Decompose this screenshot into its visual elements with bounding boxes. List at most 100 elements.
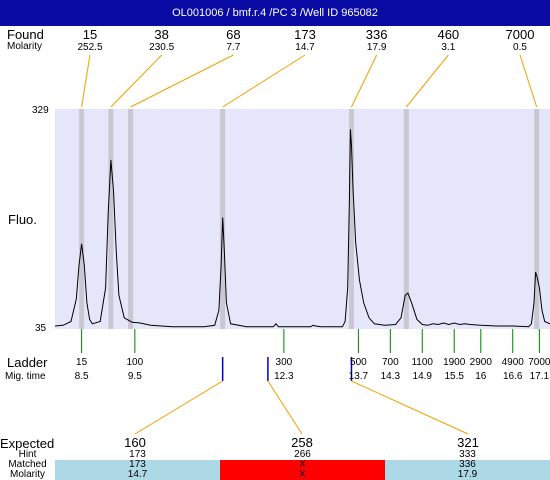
hint-value: 266 [294, 449, 311, 460]
ladder-size: 700 [381, 357, 399, 368]
ladder-time: 16.6 [503, 371, 523, 382]
expected-size: 321 [457, 435, 479, 450]
ladder-time: 14.9 [412, 371, 432, 382]
found-size: 15 [82, 27, 98, 42]
ladder-time: 17.1 [529, 371, 550, 382]
found-size: 460 [437, 27, 460, 42]
ladder-size: 15 [76, 357, 88, 368]
window-title: OL001006 / bmf.r.4 /PC 3 /Well ID 965082 [0, 0, 550, 26]
found-column: 7000 0.5 [506, 28, 535, 54]
fluo-axis-label: Fluo. [8, 212, 37, 227]
found-molarity: 7.7 [226, 42, 241, 53]
found-band [403, 109, 409, 329]
found-size: 336 [365, 27, 388, 42]
found-molarity: 230.5 [149, 42, 175, 53]
hint-row: 173 266 333 [55, 450, 550, 460]
matched-cell: X [220, 460, 385, 480]
found-connector [222, 54, 306, 108]
molarity-value: X [299, 469, 306, 480]
found-connector [110, 54, 163, 108]
found-size: 7000 [505, 27, 535, 42]
ladder-size: 2900 [469, 357, 492, 368]
molarity-bottom-label: Molarity [9, 469, 45, 480]
ladder-item: 500 13.7 [349, 356, 368, 384]
ladder-item: 100 9.5 [126, 356, 143, 384]
ladder-time: 16 [475, 371, 487, 382]
found-column: 173 14.7 [294, 28, 316, 54]
expected-label: Expected [0, 436, 55, 451]
hint-value: 333 [459, 449, 476, 460]
ladder-time: 15.5 [444, 371, 464, 382]
found-band [128, 109, 134, 329]
mig-time-label: Mig. time [5, 371, 46, 382]
found-column: 38 230.5 [149, 28, 174, 54]
ladder-item: 1900 15.5 [443, 356, 465, 384]
matched-cell: 173 [55, 460, 220, 480]
ladder-item: 1100 14.9 [411, 356, 433, 384]
hint-value: 173 [129, 449, 146, 460]
found-column: 15 252.5 [77, 28, 102, 54]
ladder-time: 9.5 [127, 371, 142, 382]
ladder-time: 13.7 [348, 371, 369, 382]
found-band [348, 109, 354, 329]
ladder-label: Ladder [7, 355, 48, 370]
ladder-item: 700 14.3 [381, 356, 400, 384]
molarity-row: 14.7 X 17.9 [55, 470, 550, 480]
ladder-size: 1100 [411, 357, 434, 368]
molarity-label: Molarity [7, 41, 43, 52]
matched-value: X [299, 459, 306, 470]
y-tick-min: 35 [35, 323, 47, 334]
matched-value: 336 [459, 459, 476, 470]
expected-connector [351, 380, 469, 435]
matched-value: 173 [129, 459, 146, 470]
found-connector [351, 54, 378, 108]
y-tick-max: 329 [32, 105, 49, 116]
found-connector [405, 54, 449, 108]
found-column: 460 3.1 [437, 28, 459, 54]
found-connector [130, 54, 234, 108]
expected-size: 160 [124, 435, 146, 450]
found-molarity: 17.9 [366, 42, 387, 53]
matched-cell: 336 [385, 460, 550, 480]
molarity-value: 14.7 [127, 469, 148, 480]
ladder-item: 2900 16 [470, 356, 492, 384]
ladder-size: 500 [350, 357, 367, 368]
found-column: 68 7.7 [226, 28, 240, 54]
expected-size: 258 [291, 435, 313, 450]
found-band [108, 109, 114, 329]
found-molarity: 14.7 [295, 42, 315, 53]
ladder-size: 100 [126, 357, 144, 368]
matched-row: 173 X 336 [55, 460, 550, 480]
molarity-value: 17.9 [457, 469, 478, 480]
hint-label: Hint [18, 449, 37, 460]
ladder-size: 1900 [443, 357, 466, 368]
matched-label: Matched [8, 459, 47, 470]
found-size: 38 [154, 27, 169, 42]
found-size: 173 [294, 27, 316, 42]
found-band [534, 109, 540, 329]
ladder-item: 7000 17.1 [528, 356, 550, 384]
found-band [79, 109, 85, 329]
found-column: 336 17.9 [366, 28, 388, 54]
ladder-item: 15 8.5 [75, 356, 89, 384]
found-size: 68 [226, 27, 241, 42]
plot-area [55, 109, 550, 329]
ladder-size: 4900 [501, 357, 524, 368]
expected-connector [267, 380, 303, 435]
found-molarity: 0.5 [513, 42, 527, 53]
ladder-item: 300 12.3 [274, 356, 293, 384]
ladder-time: 14.3 [380, 371, 401, 382]
found-molarity: 3.1 [441, 42, 456, 53]
fluorescence-trace [54, 129, 550, 328]
ladder-size: 7000 [528, 357, 550, 368]
ladder-time: 8.5 [74, 371, 89, 382]
ladder-size: 300 [275, 357, 293, 368]
found-connector [81, 54, 91, 108]
found-molarity: 252.5 [77, 42, 103, 53]
found-label: Found [7, 27, 44, 42]
ladder-item: 4900 16.6 [502, 356, 524, 384]
expected-connector [134, 380, 223, 435]
found-connector [519, 54, 538, 108]
ladder-time: 12.3 [274, 371, 294, 382]
